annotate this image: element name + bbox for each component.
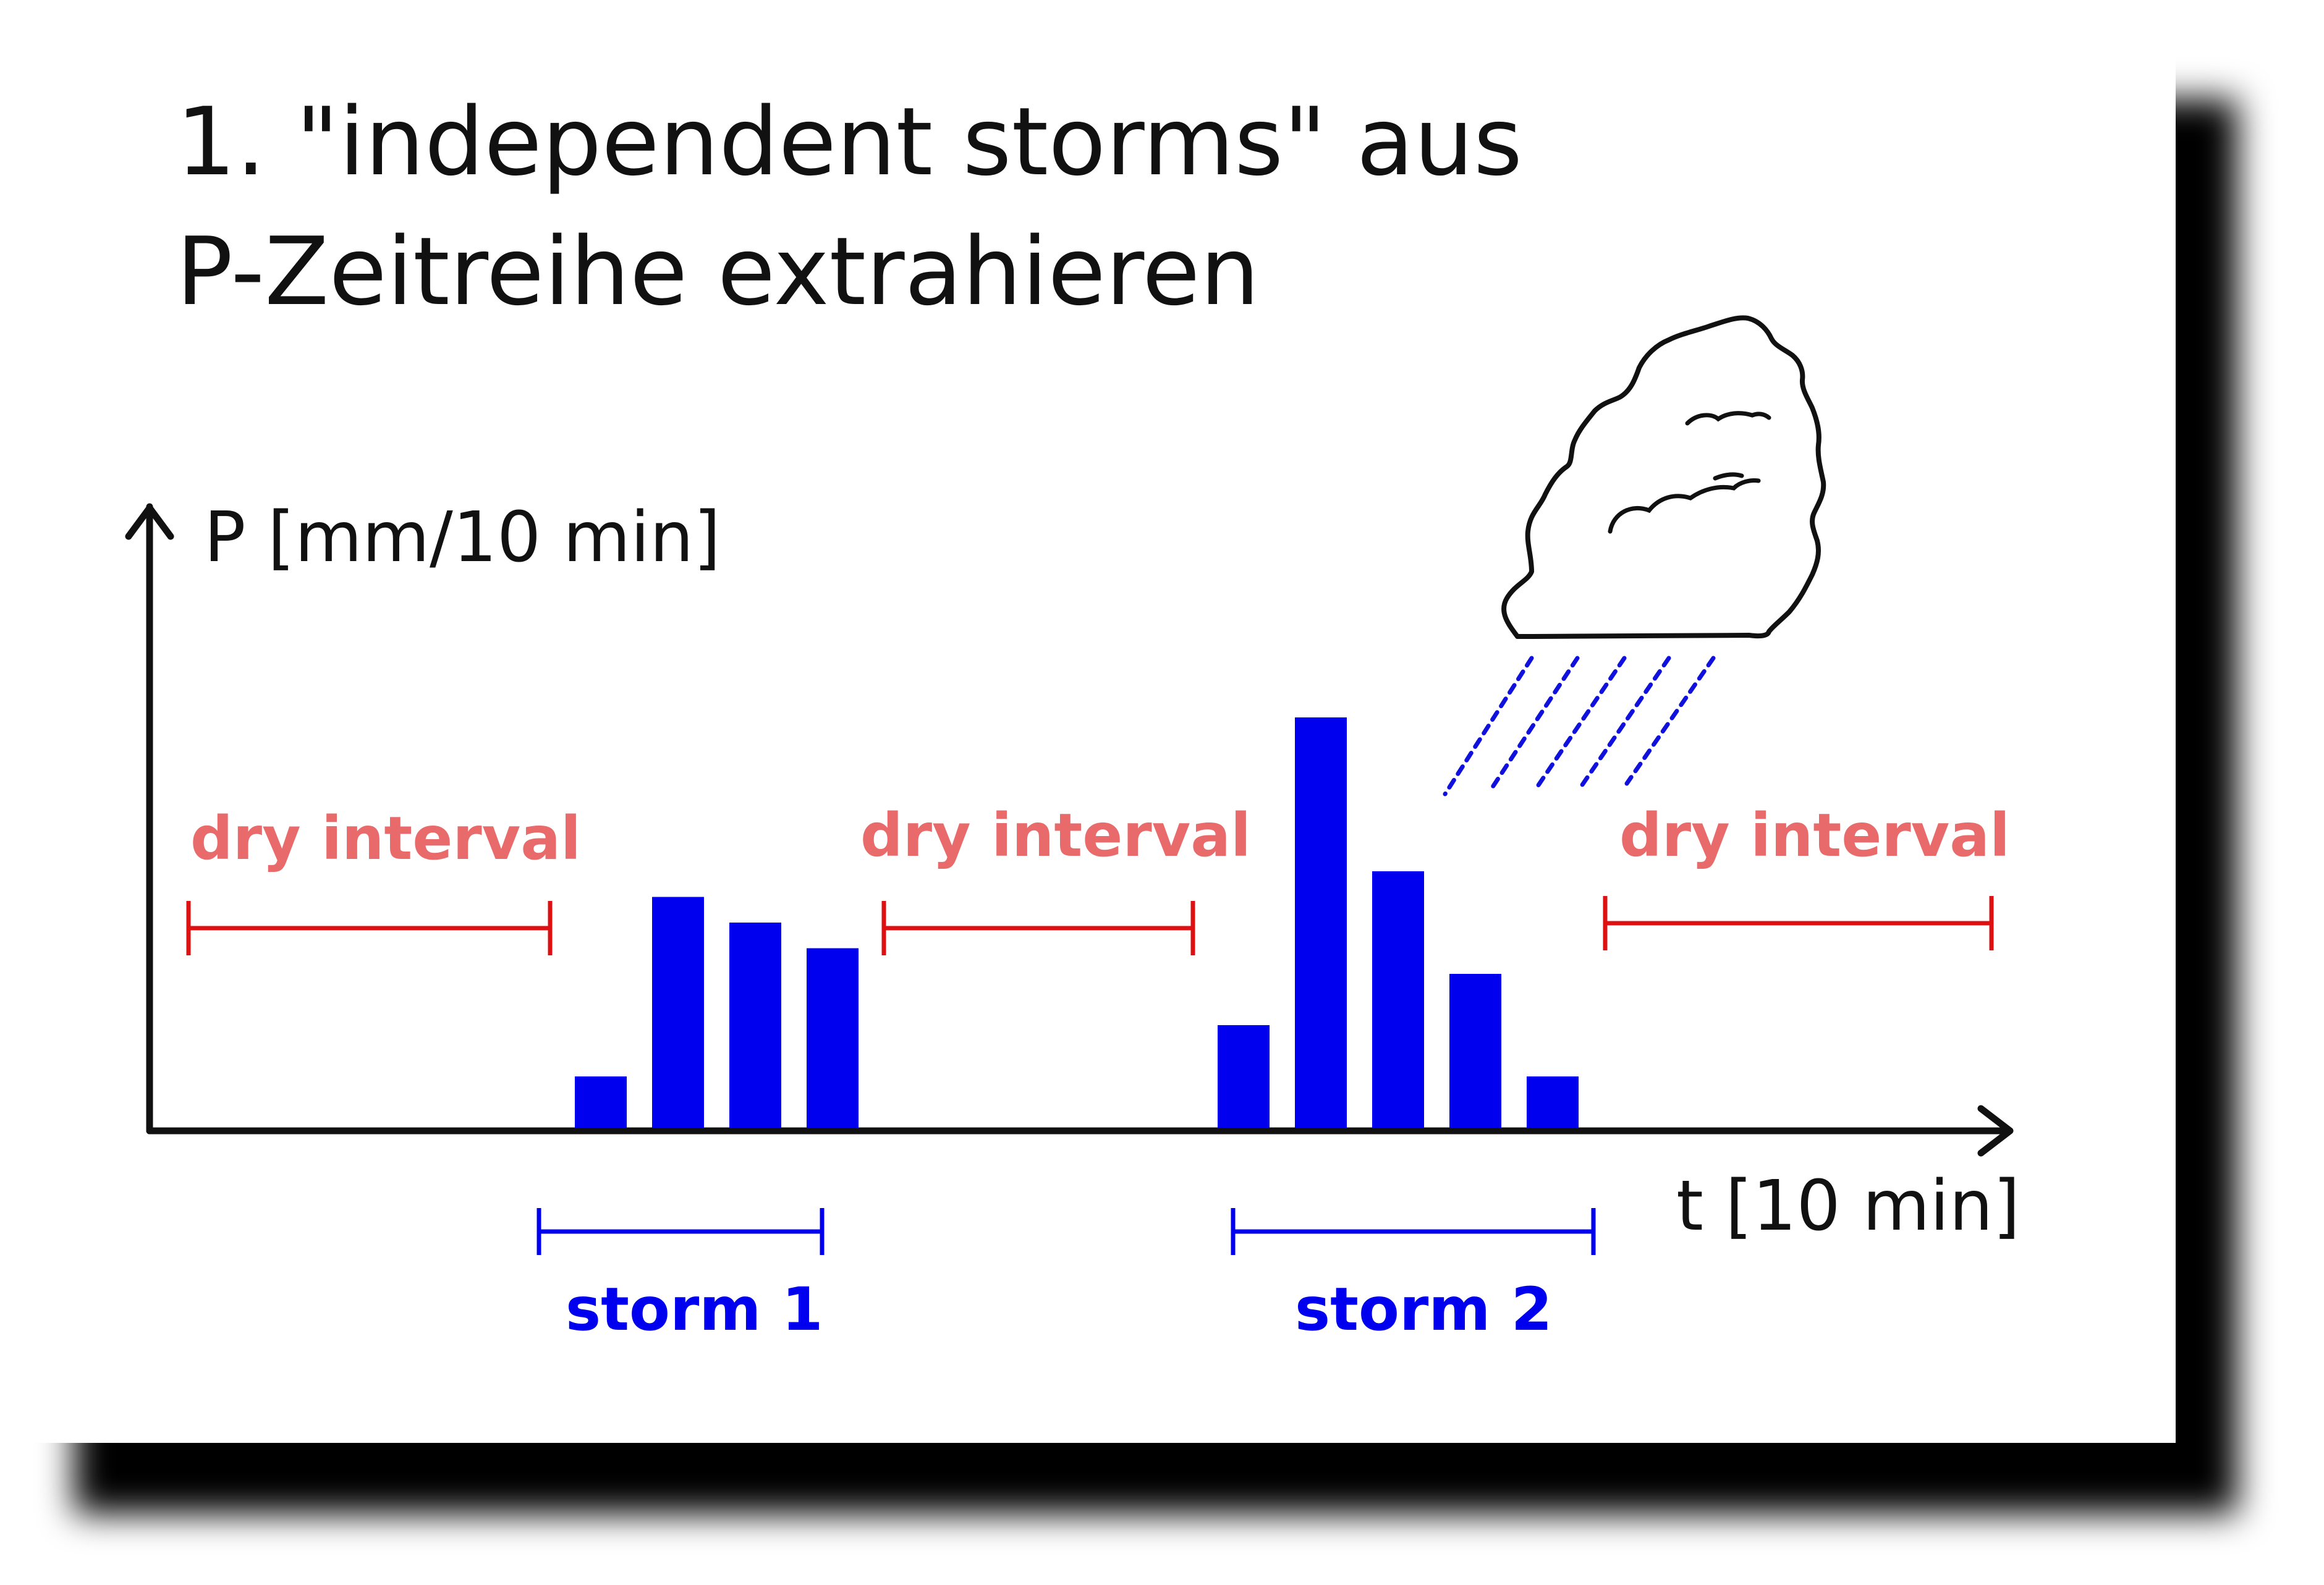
axes [125,503,2014,1157]
storm-brackets [536,1208,1596,1255]
bar-storm-2-1 [1218,1025,1270,1128]
storm-label-1: storm 1 [566,1275,823,1344]
y-axis-arrow [125,504,174,540]
cloud-detail-3 [1713,472,1744,481]
bars [575,717,1579,1128]
bar-storm-2-3 [1372,871,1424,1128]
bar-storm-2-5 [1527,1076,1579,1128]
storm-label-2: storm 2 [1295,1275,1553,1344]
bar-storm-2-4 [1449,974,1501,1128]
rain-cloud-icon [1443,315,1826,797]
dry-bracket-2 [881,901,1195,955]
bar-storm-1-4 [807,948,859,1128]
dry-interval-label-1: dry interval [190,804,581,873]
rain-drops [1443,656,1716,797]
cloud-outline [1501,315,1826,639]
cloud-detail-1 [1685,411,1771,426]
title-line-2: P-Zeitreihe extrahieren [176,217,1260,326]
bar-storm-1-2 [652,897,704,1128]
dry-interval-label-3: dry interval [1619,801,2010,870]
bar-storm-2-2 [1295,717,1347,1128]
dry-interval-brackets [186,896,1994,955]
card [0,0,2176,1443]
x-axis-arrow [1977,1105,2014,1157]
storm-bracket-2 [1231,1208,1596,1255]
bar-storm-1-3 [729,923,781,1128]
bar-storm-1-1 [575,1076,627,1128]
x-axis-label: t [10 min] [1676,1166,2020,1246]
dry-bracket-3 [1603,896,1994,950]
dry-bracket-1 [186,901,553,955]
cloud-detail-2 [1608,478,1761,534]
dry-interval-label-2: dry interval [860,801,1251,870]
title-line-1: 1. "independent storms" aus [176,87,1522,197]
y-axis-label: P [mm/10 min] [204,497,721,578]
storm-bracket-1 [536,1208,825,1255]
